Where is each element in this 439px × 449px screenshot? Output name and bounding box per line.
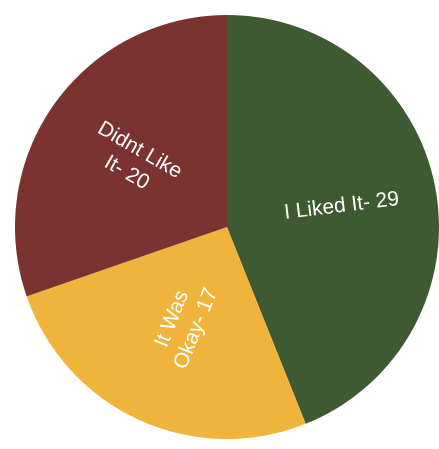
pie-slice-2 — [26, 227, 306, 439]
pie-slice-3 — [14, 15, 228, 297]
pie-slice-1 — [227, 15, 439, 424]
